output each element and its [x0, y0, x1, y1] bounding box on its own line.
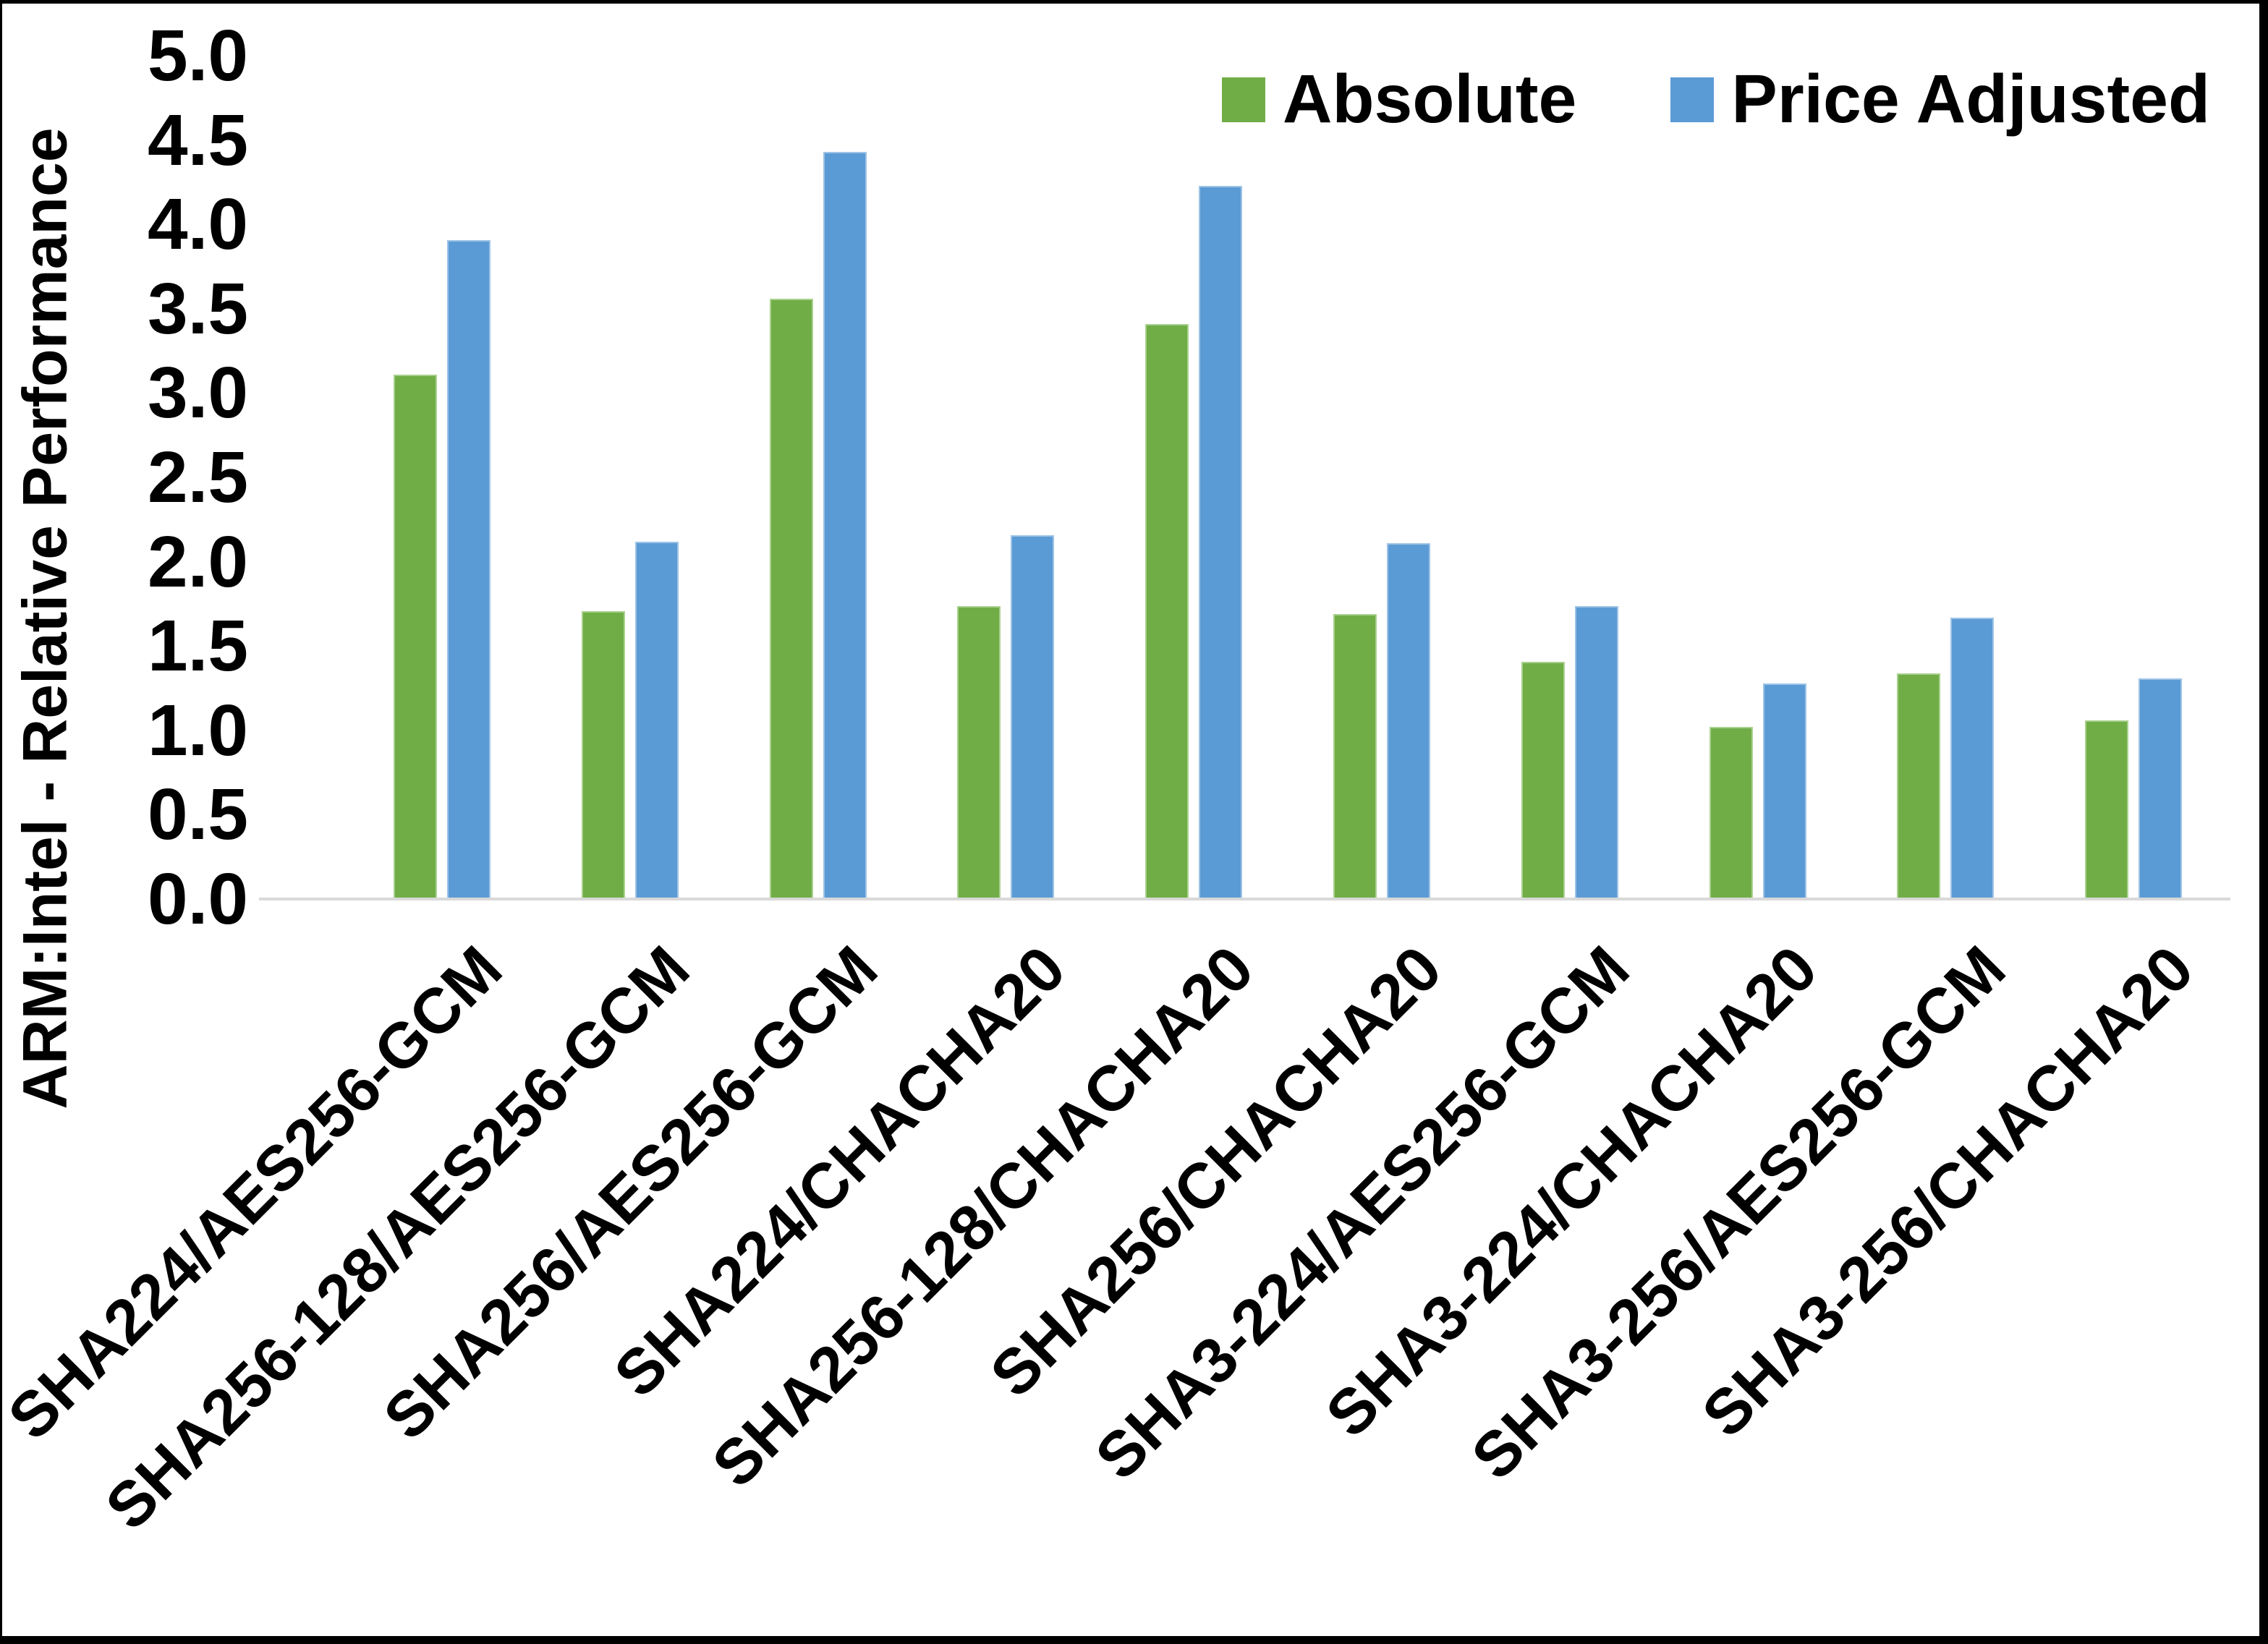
bar-absolute: [1709, 727, 1753, 898]
bar-absolute: [581, 610, 625, 898]
legend-label-absolute: Absolute: [1282, 61, 1577, 137]
bar-price-adjusted: [1574, 605, 1618, 898]
x-category-label: SHA3-256/CHACHA20: [1688, 932, 2207, 1451]
y-tick-label: 4.5: [147, 99, 248, 181]
bar-price-adjusted: [823, 152, 867, 898]
bar-price-adjusted: [1011, 534, 1055, 898]
y-tick-label: 0.0: [147, 859, 248, 940]
y-tick-label: 2.0: [147, 521, 248, 602]
bar-price-adjusted: [1762, 683, 1806, 898]
legend: Absolute Price Adjusted: [1221, 60, 2210, 139]
y-tick-label: 2.5: [147, 437, 248, 518]
bar-absolute: [2085, 720, 2129, 898]
bar-price-adjusted: [1950, 617, 1995, 898]
bar-price-adjusted: [1387, 543, 1430, 898]
x-axis-line: [259, 898, 2230, 900]
bar-absolute: [1333, 614, 1377, 898]
bar-price-adjusted: [1199, 185, 1243, 898]
plot-area: SHA224/AES256-GCM SHA256-128/AES256-GCM SH…: [2, 56, 2230, 1543]
y-tick-label: 0.5: [147, 774, 248, 856]
bar-absolute: [769, 299, 813, 898]
legend-item-absolute: Absolute: [1221, 60, 1577, 139]
bar-price-adjusted: [634, 541, 679, 898]
bar-price-adjusted: [2139, 678, 2183, 898]
y-tick-label: 3.5: [147, 268, 248, 349]
bar-absolute: [394, 375, 437, 898]
legend-item-price-adjusted: Price Adjusted: [1670, 60, 2210, 139]
bar-absolute: [957, 605, 1001, 898]
y-tick-label: 1.0: [147, 689, 248, 771]
legend-swatch-price-adjusted: [1670, 77, 1715, 122]
y-tick-label: 4.0: [147, 184, 248, 265]
legend-label-price-adjusted: Price Adjusted: [1731, 61, 2210, 137]
y-tick-label: 3.0: [147, 352, 248, 434]
bar-price-adjusted: [447, 239, 490, 898]
y-tick-label: 5.0: [147, 15, 248, 96]
y-tick-label: 1.5: [147, 605, 248, 687]
bar-absolute: [1145, 324, 1189, 898]
bar-absolute: [1521, 661, 1565, 898]
bar-absolute: [1897, 673, 1941, 898]
legend-swatch-absolute: [1221, 77, 1265, 122]
